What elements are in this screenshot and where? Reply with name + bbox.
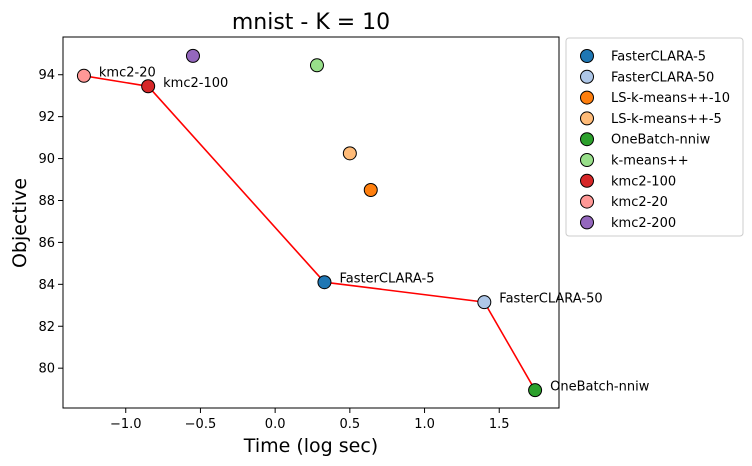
- plot-area: FasterCLARA-5 FasterCLARA-50 OneBatch-nniw…: [76, 48, 650, 398]
- data-point-kmc2-200: [185, 48, 200, 63]
- chart-title: mnist - K = 10: [232, 10, 390, 35]
- point-label: OneBatch-nniw: [550, 380, 650, 395]
- x-tick-label: 0.0: [265, 417, 286, 432]
- legend-frame: [565, 37, 744, 237]
- data-point-k-means++: [309, 58, 324, 73]
- y-tick-label: 88: [38, 194, 55, 209]
- x-tick-label: −1.0: [110, 417, 142, 432]
- legend-label: kmc2-20: [611, 195, 668, 210]
- legend-marker: [580, 173, 594, 188]
- x-tick-label: −0.5: [185, 417, 217, 432]
- legend-marker: [580, 215, 594, 230]
- point-label: kmc2-100: [163, 76, 228, 91]
- pareto-line: [83, 75, 536, 391]
- legend-marker: [580, 69, 594, 84]
- point-label: FasterCLARA-50: [499, 292, 602, 307]
- point-label: FasterCLARA-5: [339, 272, 434, 287]
- x-axis: −1.0 −0.5 0.0 0.5 1.0 1.5: [110, 408, 510, 432]
- legend-marker: [580, 132, 594, 147]
- y-tick-label: 84: [38, 278, 55, 293]
- data-point-FasterCLARA-5: [317, 275, 332, 290]
- legend-label: OneBatch-nniw: [611, 133, 711, 148]
- legend-marker: [580, 111, 594, 126]
- y-tick-label: 80: [38, 362, 55, 377]
- y-tick-label: 90: [38, 152, 55, 167]
- y-tick-label: 92: [38, 110, 55, 125]
- y-axis: 80 82 84 86 88 90 92 94: [38, 68, 63, 377]
- legend-label: k-means++: [611, 154, 689, 169]
- legend-label: LS-k-means++-10: [611, 91, 730, 106]
- legend: FasterCLARA-5 FasterCLARA-50 LS-k-means++-…: [565, 37, 744, 237]
- y-tick-label: 94: [38, 68, 55, 83]
- legend-label: FasterCLARA-50: [611, 70, 714, 85]
- y-tick-label: 86: [38, 236, 55, 251]
- data-point-kmc2-20: [76, 68, 91, 83]
- legend-marker: [580, 194, 594, 209]
- data-point-FasterCLARA-50: [477, 295, 492, 310]
- plot-frame: [62, 36, 560, 409]
- y-tick-label: 82: [38, 320, 55, 335]
- legend-marker: [580, 49, 594, 63]
- legend-marker: [580, 153, 594, 167]
- legend-marker: [580, 90, 594, 105]
- y-axis-title: Objective: [9, 178, 31, 268]
- x-tick-label: 1.5: [489, 417, 510, 432]
- legend-label: kmc2-200: [611, 216, 676, 231]
- data-point-LS-k-means++-10: [363, 183, 378, 198]
- point-label: kmc2-20: [99, 65, 156, 80]
- legend-label: FasterCLARA-5: [611, 50, 706, 65]
- legend-label: LS-k-means++-5: [611, 112, 722, 127]
- x-tick-label: 0.5: [339, 417, 360, 432]
- data-point-LS-k-means++-5: [342, 146, 357, 161]
- data-point-OneBatch-nniw: [528, 383, 543, 398]
- x-axis-title: Time (log sec): [243, 435, 378, 457]
- legend-label: kmc2-100: [611, 174, 676, 189]
- data-point-kmc2-100: [141, 79, 156, 94]
- x-tick-label: 1.0: [414, 417, 435, 432]
